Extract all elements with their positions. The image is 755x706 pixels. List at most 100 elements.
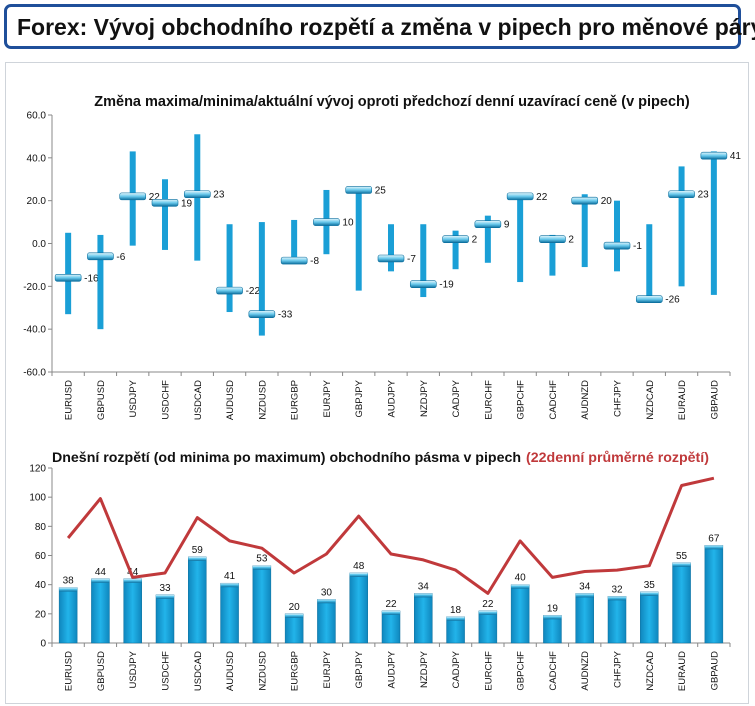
chart2-value-label: 35 xyxy=(644,580,656,591)
chart2-bar xyxy=(414,593,433,644)
chart2-x-tick-label: CADJPY xyxy=(451,650,462,688)
chart1-current-label: 9 xyxy=(504,220,510,231)
chart1-current-label: -26 xyxy=(665,295,680,306)
chart1-current-marker xyxy=(248,310,276,318)
chart1-x-tick-label: NZDCAD xyxy=(645,380,656,420)
chart2-bar-cap xyxy=(349,573,368,577)
chart1-current-marker xyxy=(119,192,147,201)
chart2-value-label: 34 xyxy=(418,581,430,592)
chart1-current-label: 23 xyxy=(698,190,710,201)
chart2-value-label: 30 xyxy=(321,587,333,598)
chart1-x-tick-label: USDJPY xyxy=(128,379,139,417)
chart1-x-tick-label: USDCHF xyxy=(161,380,172,420)
chart2-bar-cap xyxy=(252,565,271,570)
chart2-bar xyxy=(349,572,368,644)
chart1-current-label: 22 xyxy=(536,192,548,203)
chart2-bar xyxy=(704,545,724,644)
chart2-x-tick-label: USDCAD xyxy=(193,651,204,691)
chart1-x-tick-label: NZDJPY xyxy=(419,379,430,417)
chart2-value-label: 44 xyxy=(127,567,139,578)
chart1-y-tick-label: 60.0 xyxy=(27,111,47,122)
chart2-bar-cap xyxy=(575,593,594,598)
chart2-bar-cap xyxy=(511,584,530,589)
chart1-y-tick-label: -60.0 xyxy=(23,368,46,379)
chart2-x-tick-label: GBPJPY xyxy=(354,650,365,688)
chart1-current-marker xyxy=(506,192,534,201)
chart2-title-main: Dnešní rozpětí (od minima po maximum) ob… xyxy=(52,450,521,466)
chart1-current-label: -7 xyxy=(407,254,416,265)
chart1-current-label: 2 xyxy=(568,235,574,246)
chart1-range-bar xyxy=(549,234,556,276)
chart2-bar xyxy=(607,596,627,644)
chart2-bar xyxy=(252,565,272,644)
chart2-title: Dnešní rozpětí (od minima po maximum) ob… xyxy=(52,450,709,466)
chart1-current-label: 41 xyxy=(730,151,742,162)
chart2-y-tick-label: 40 xyxy=(35,580,47,591)
chart2-x-tick-label: GBPCHF xyxy=(516,651,527,691)
chart1-x-tick-label: GBPJPY xyxy=(354,379,365,417)
chart2-bar xyxy=(478,610,498,644)
chart2-value-label: 44 xyxy=(95,567,107,578)
page-title: Forex: Vývoj obchodního rozpětí a změna … xyxy=(17,14,755,40)
chart1-current-marker xyxy=(313,218,340,226)
chart2-x-tick-label: AUDJPY xyxy=(387,650,398,688)
chart2-x-tick-label: EURCHF xyxy=(483,651,494,691)
chart1-current-label: -1 xyxy=(633,241,642,252)
chart2-value-label: 22 xyxy=(482,599,494,610)
chart2-x-tick-label: NZDCAD xyxy=(645,651,656,691)
chart2-avg-line xyxy=(66,476,715,595)
chart1-current-label: 25 xyxy=(375,185,387,196)
chart2-bar xyxy=(672,562,691,644)
chart2-x-tick-label: NZDJPY xyxy=(419,650,430,688)
chart2-x-tick-label: GBPUSD xyxy=(96,651,107,691)
chart2-bar-cap xyxy=(123,578,142,583)
chart2-value-label: 40 xyxy=(515,573,527,584)
chart2-y-tick-label: 0 xyxy=(40,639,46,650)
chart1-current-marker xyxy=(700,151,728,160)
chart1-range-bar xyxy=(614,200,620,272)
chart1-range-bar xyxy=(581,194,588,268)
chart1-title: Změna maxima/minima/aktuální vývoj oprot… xyxy=(94,94,690,110)
chart1-range-bar xyxy=(517,196,524,283)
chart1-current-marker xyxy=(409,280,437,288)
chart2-bar-cap xyxy=(220,583,239,588)
chart1-current-marker xyxy=(668,190,695,199)
chart2-y-tick-label: 120 xyxy=(29,464,46,475)
chart2-bar xyxy=(123,578,142,644)
chart2-y-tick-label: 20 xyxy=(35,609,47,620)
chart2-value-label: 18 xyxy=(450,605,462,616)
chart1-current-marker xyxy=(280,256,308,265)
chart2-bar xyxy=(640,591,659,644)
chart1-range-bar xyxy=(162,179,168,250)
chart1-x-tick-label: AUDUSD xyxy=(225,380,236,420)
chart1-x-tick-label: EURCHF xyxy=(483,380,494,420)
chart2-bar-cap xyxy=(446,616,465,621)
chart2-x-tick-label: CHFJPY xyxy=(613,650,624,688)
chart1-x-tick-label: EURUSD xyxy=(64,380,75,420)
chart1-current-marker xyxy=(151,199,179,207)
chart1-y-tick-label: -20.0 xyxy=(23,282,46,293)
chart2-value-label: 53 xyxy=(256,554,268,565)
chart2-bar xyxy=(58,587,78,644)
chart2-bar xyxy=(155,594,175,644)
chart2-value-label: 41 xyxy=(224,571,236,582)
chart1-current-marker xyxy=(54,273,82,282)
range-chart: 60.0 40.0 20.0 0.0 -20.0 -40.0 -60.0 -16 EURUSD -… xyxy=(23,111,741,421)
chart2-x-tick-label: NZDUSD xyxy=(257,651,268,691)
chart1-y-tick-label: -40.0 xyxy=(23,325,46,336)
chart2-value-label: 20 xyxy=(289,602,301,613)
chart2-bar-cap xyxy=(91,578,110,583)
chart1-current-label: 19 xyxy=(181,198,193,209)
chart2-x-tick-label: EURJPY xyxy=(322,650,333,688)
chart2-value-label: 38 xyxy=(63,576,75,587)
chart1-current-marker xyxy=(87,252,114,261)
chart1-x-tick-label: EURGBP xyxy=(290,380,301,420)
chart1-x-tick-label: AUDJPY xyxy=(387,379,398,417)
chart1-range-bar xyxy=(291,219,298,263)
chart1-current-label: -16 xyxy=(84,273,99,284)
chart1-current-label: -6 xyxy=(116,252,125,263)
chart2-y-tick-label: 80 xyxy=(35,522,47,533)
chart1-current-marker xyxy=(345,186,373,194)
chart1-range-bar xyxy=(678,166,685,287)
